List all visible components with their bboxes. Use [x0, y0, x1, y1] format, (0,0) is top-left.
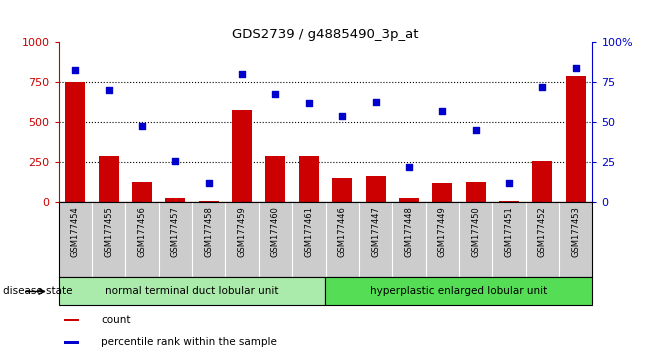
Text: count: count — [102, 315, 131, 325]
Bar — [232, 110, 252, 202]
Bar — [65, 82, 85, 202]
Bar — [165, 198, 186, 202]
Point — [570, 65, 581, 71]
Bar — [399, 198, 419, 202]
Bar — [465, 182, 486, 202]
Text: GSM177450: GSM177450 — [471, 206, 480, 257]
Text: GSM177461: GSM177461 — [304, 206, 313, 257]
Text: GSM177456: GSM177456 — [137, 206, 146, 257]
Text: GSM177448: GSM177448 — [404, 206, 413, 257]
Point — [504, 181, 514, 186]
Bar — [326, 278, 592, 306]
Point — [437, 108, 447, 114]
Point — [137, 123, 147, 129]
Point — [270, 91, 281, 97]
Bar — [59, 278, 326, 306]
Text: GSM177459: GSM177459 — [238, 206, 247, 257]
Text: GSM177449: GSM177449 — [437, 206, 447, 257]
Text: GSM177460: GSM177460 — [271, 206, 280, 257]
Bar — [299, 156, 319, 202]
Bar — [499, 201, 519, 202]
Text: GSM177452: GSM177452 — [538, 206, 547, 257]
Title: GDS2739 / g4885490_3p_at: GDS2739 / g4885490_3p_at — [232, 28, 419, 41]
Point — [370, 99, 381, 104]
Bar — [132, 182, 152, 202]
Text: GSM177451: GSM177451 — [505, 206, 514, 257]
Text: disease state: disease state — [3, 286, 73, 296]
Point — [303, 101, 314, 106]
Text: percentile rank within the sample: percentile rank within the sample — [102, 337, 277, 347]
Bar — [365, 176, 385, 202]
Text: GSM177454: GSM177454 — [71, 206, 80, 257]
Bar — [332, 178, 352, 202]
Text: GSM177446: GSM177446 — [338, 206, 347, 257]
Point — [170, 158, 180, 164]
Text: GSM177457: GSM177457 — [171, 206, 180, 257]
Point — [237, 72, 247, 77]
Point — [337, 113, 348, 119]
Text: GSM177453: GSM177453 — [571, 206, 580, 257]
Point — [537, 85, 547, 90]
Bar — [533, 161, 552, 202]
Bar — [566, 76, 586, 202]
Point — [471, 128, 481, 133]
Bar — [64, 341, 79, 344]
Point — [204, 181, 214, 186]
Bar — [266, 156, 285, 202]
Bar — [199, 201, 219, 202]
Text: normal terminal duct lobular unit: normal terminal duct lobular unit — [105, 286, 279, 296]
Text: GSM177447: GSM177447 — [371, 206, 380, 257]
Bar — [64, 319, 79, 321]
Point — [104, 88, 114, 93]
Point — [70, 67, 81, 73]
Text: hyperplastic enlarged lobular unit: hyperplastic enlarged lobular unit — [370, 286, 547, 296]
Text: GSM177455: GSM177455 — [104, 206, 113, 257]
Text: GSM177458: GSM177458 — [204, 206, 214, 257]
Bar — [432, 183, 452, 202]
Point — [404, 164, 414, 170]
Bar — [99, 156, 118, 202]
